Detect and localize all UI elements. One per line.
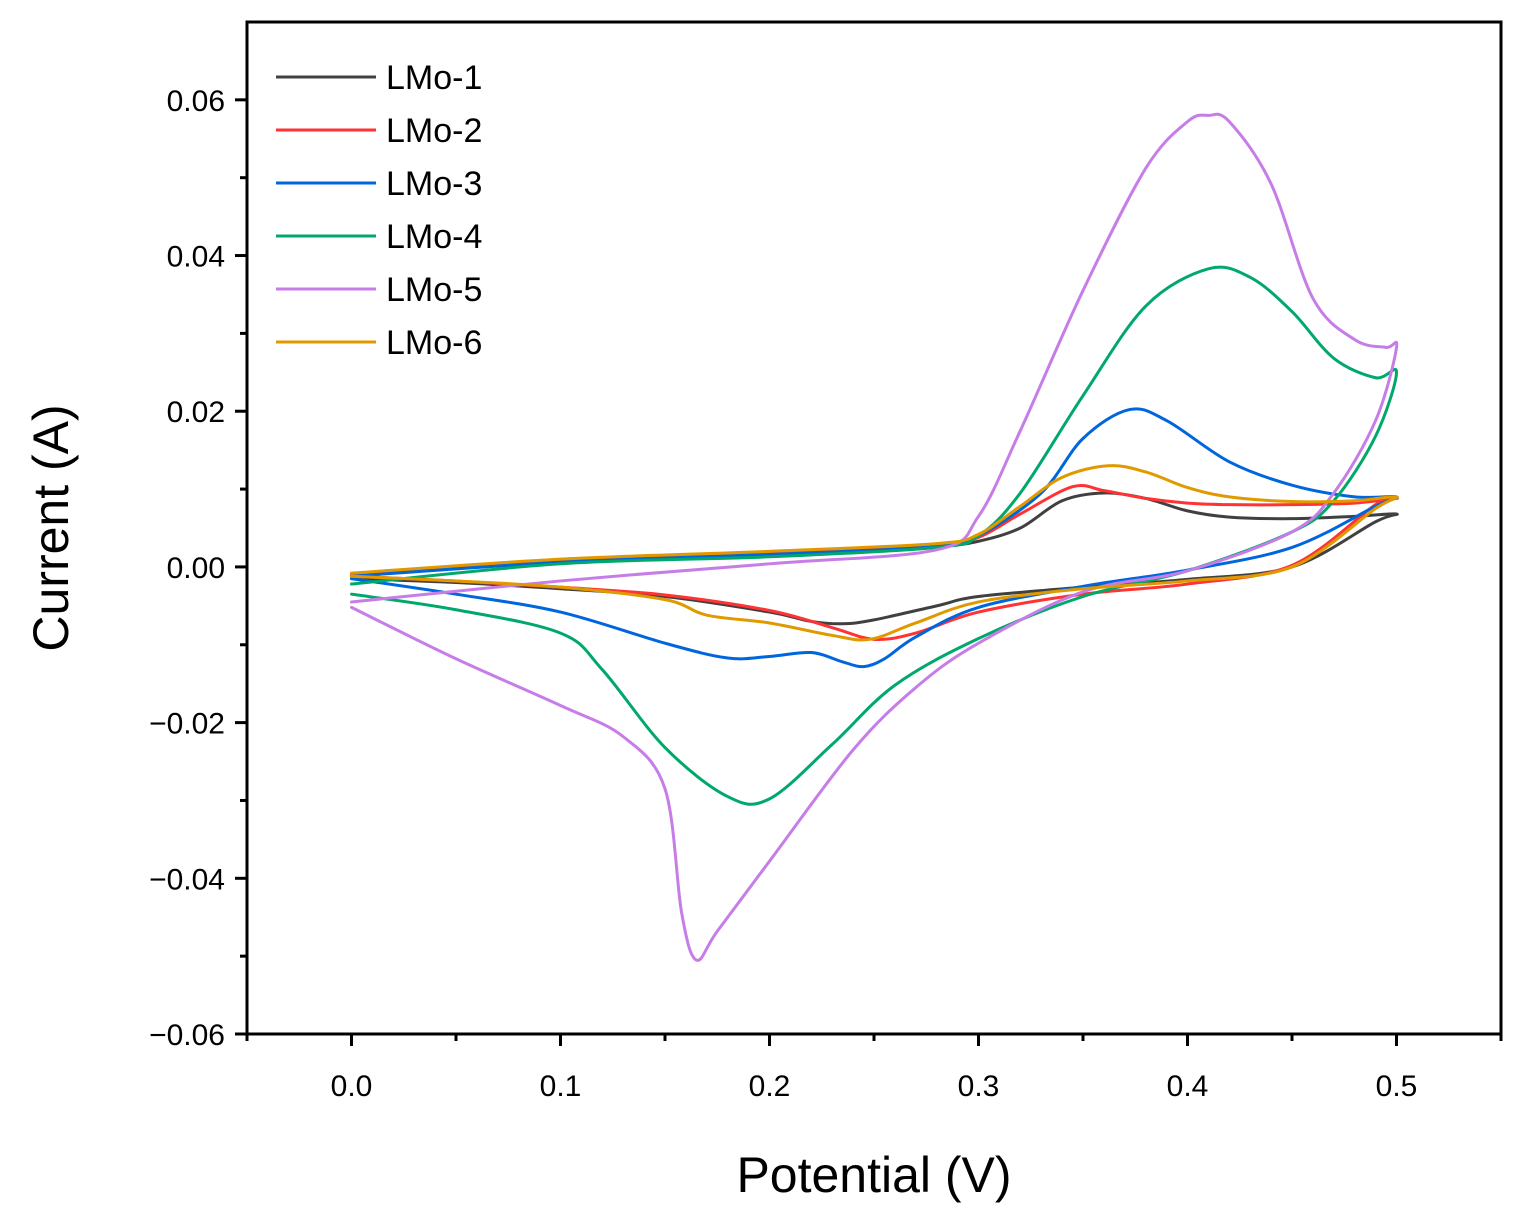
y-tick-label: 0.06 [167, 85, 225, 118]
x-tick-label: 0.4 [1167, 1070, 1209, 1103]
y-axis-title: Current (A) [23, 404, 79, 651]
x-axis-title: Potential (V) [736, 1147, 1011, 1203]
series-line-lmo-4 [350, 265, 1398, 806]
series-layer [350, 112, 1399, 962]
legend: LMo-1 LMo-2 LMo-3 LMo-4 LMo-5 LMo-6 [276, 59, 482, 362]
x-tick-label: 0.3 [958, 1070, 1000, 1103]
legend-label-lmo-3: LMo-3 [386, 165, 482, 203]
legend-label-lmo-1: LMo-1 [386, 59, 482, 97]
x-tick-label: 0.2 [749, 1070, 791, 1103]
y-tick-label: −0.06 [149, 1019, 225, 1052]
legend-label-lmo-5: LMo-5 [386, 271, 482, 309]
x-tick-label: 0.1 [540, 1070, 582, 1103]
y-tick-label: −0.04 [149, 863, 225, 896]
x-tick-label: 0.0 [331, 1070, 373, 1103]
series-line-lmo-6 [350, 464, 1399, 642]
y-tick-label: 0.04 [167, 241, 225, 274]
series-line-lmo-5 [350, 112, 1399, 962]
legend-label-lmo-2: LMo-2 [386, 112, 482, 150]
x-tick-label: 0.5 [1376, 1070, 1418, 1103]
legend-label-lmo-6: LMo-6 [386, 324, 482, 362]
x-axis: 0.0 0.1 0.2 0.3 0.4 0.5 [245, 1034, 1503, 1103]
y-tick-label: −0.02 [149, 708, 225, 741]
y-tick-label: 0.02 [167, 396, 225, 429]
legend-label-lmo-4: LMo-4 [386, 218, 482, 256]
y-tick-label: 0.00 [167, 552, 225, 585]
y-axis: −0.06 −0.04 −0.02 0.00 0.02 0.04 0.06 [149, 85, 247, 1052]
